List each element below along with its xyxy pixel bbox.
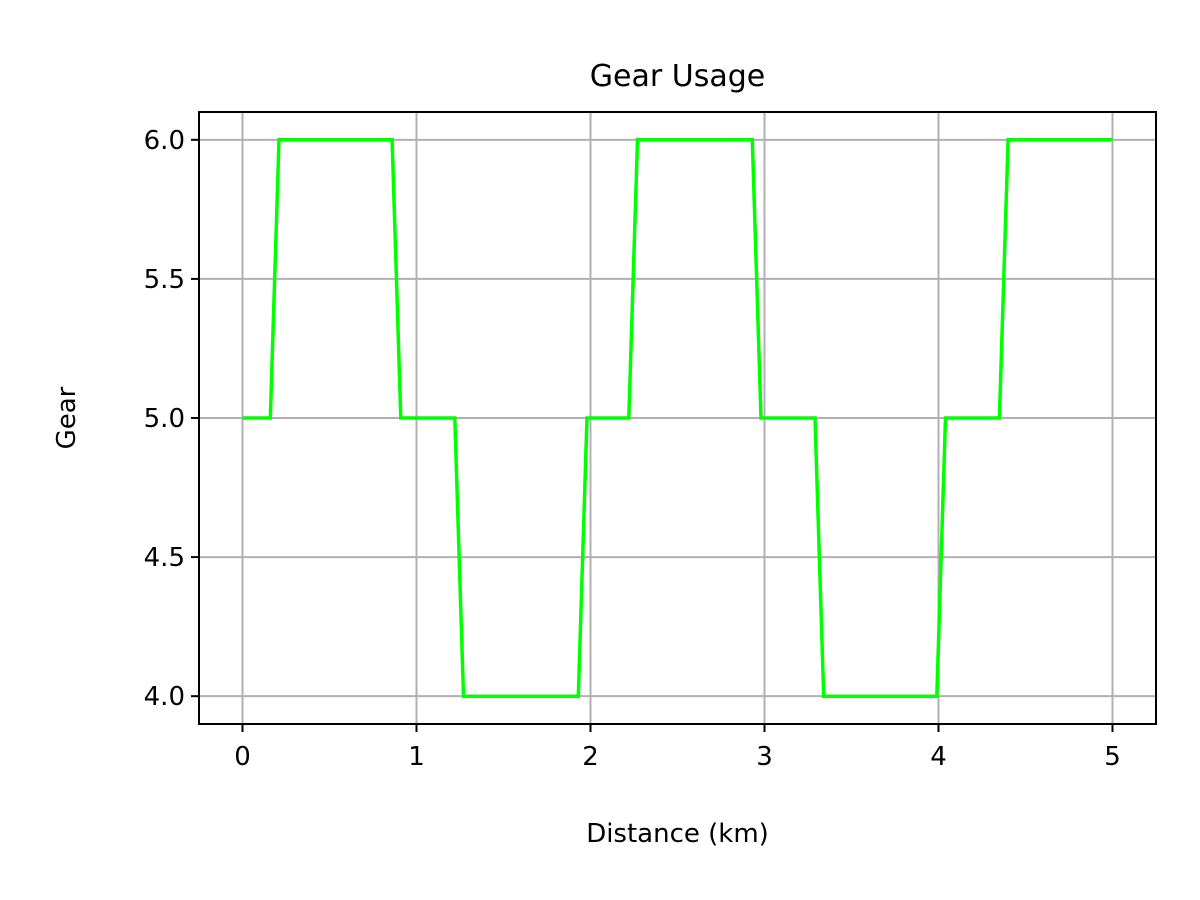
x-axis-label: Distance (km): [586, 819, 769, 849]
x-tick-label: 1: [408, 742, 425, 772]
x-tick-label: 3: [756, 742, 773, 772]
chart-title: Gear Usage: [590, 59, 765, 94]
x-tick-label: 0: [234, 742, 251, 772]
x-tick-label: 5: [1104, 742, 1121, 772]
y-tick-label: 5.5: [144, 265, 185, 295]
x-tick-label: 2: [582, 742, 599, 772]
x-tick-label: 4: [930, 742, 947, 772]
y-tick-label: 5.0: [144, 404, 185, 434]
y-axis-label: Gear: [52, 386, 82, 449]
y-tick-label: 4.5: [144, 543, 185, 573]
y-tick-label: 6.0: [144, 126, 185, 156]
y-tick-label: 4.0: [144, 682, 185, 712]
